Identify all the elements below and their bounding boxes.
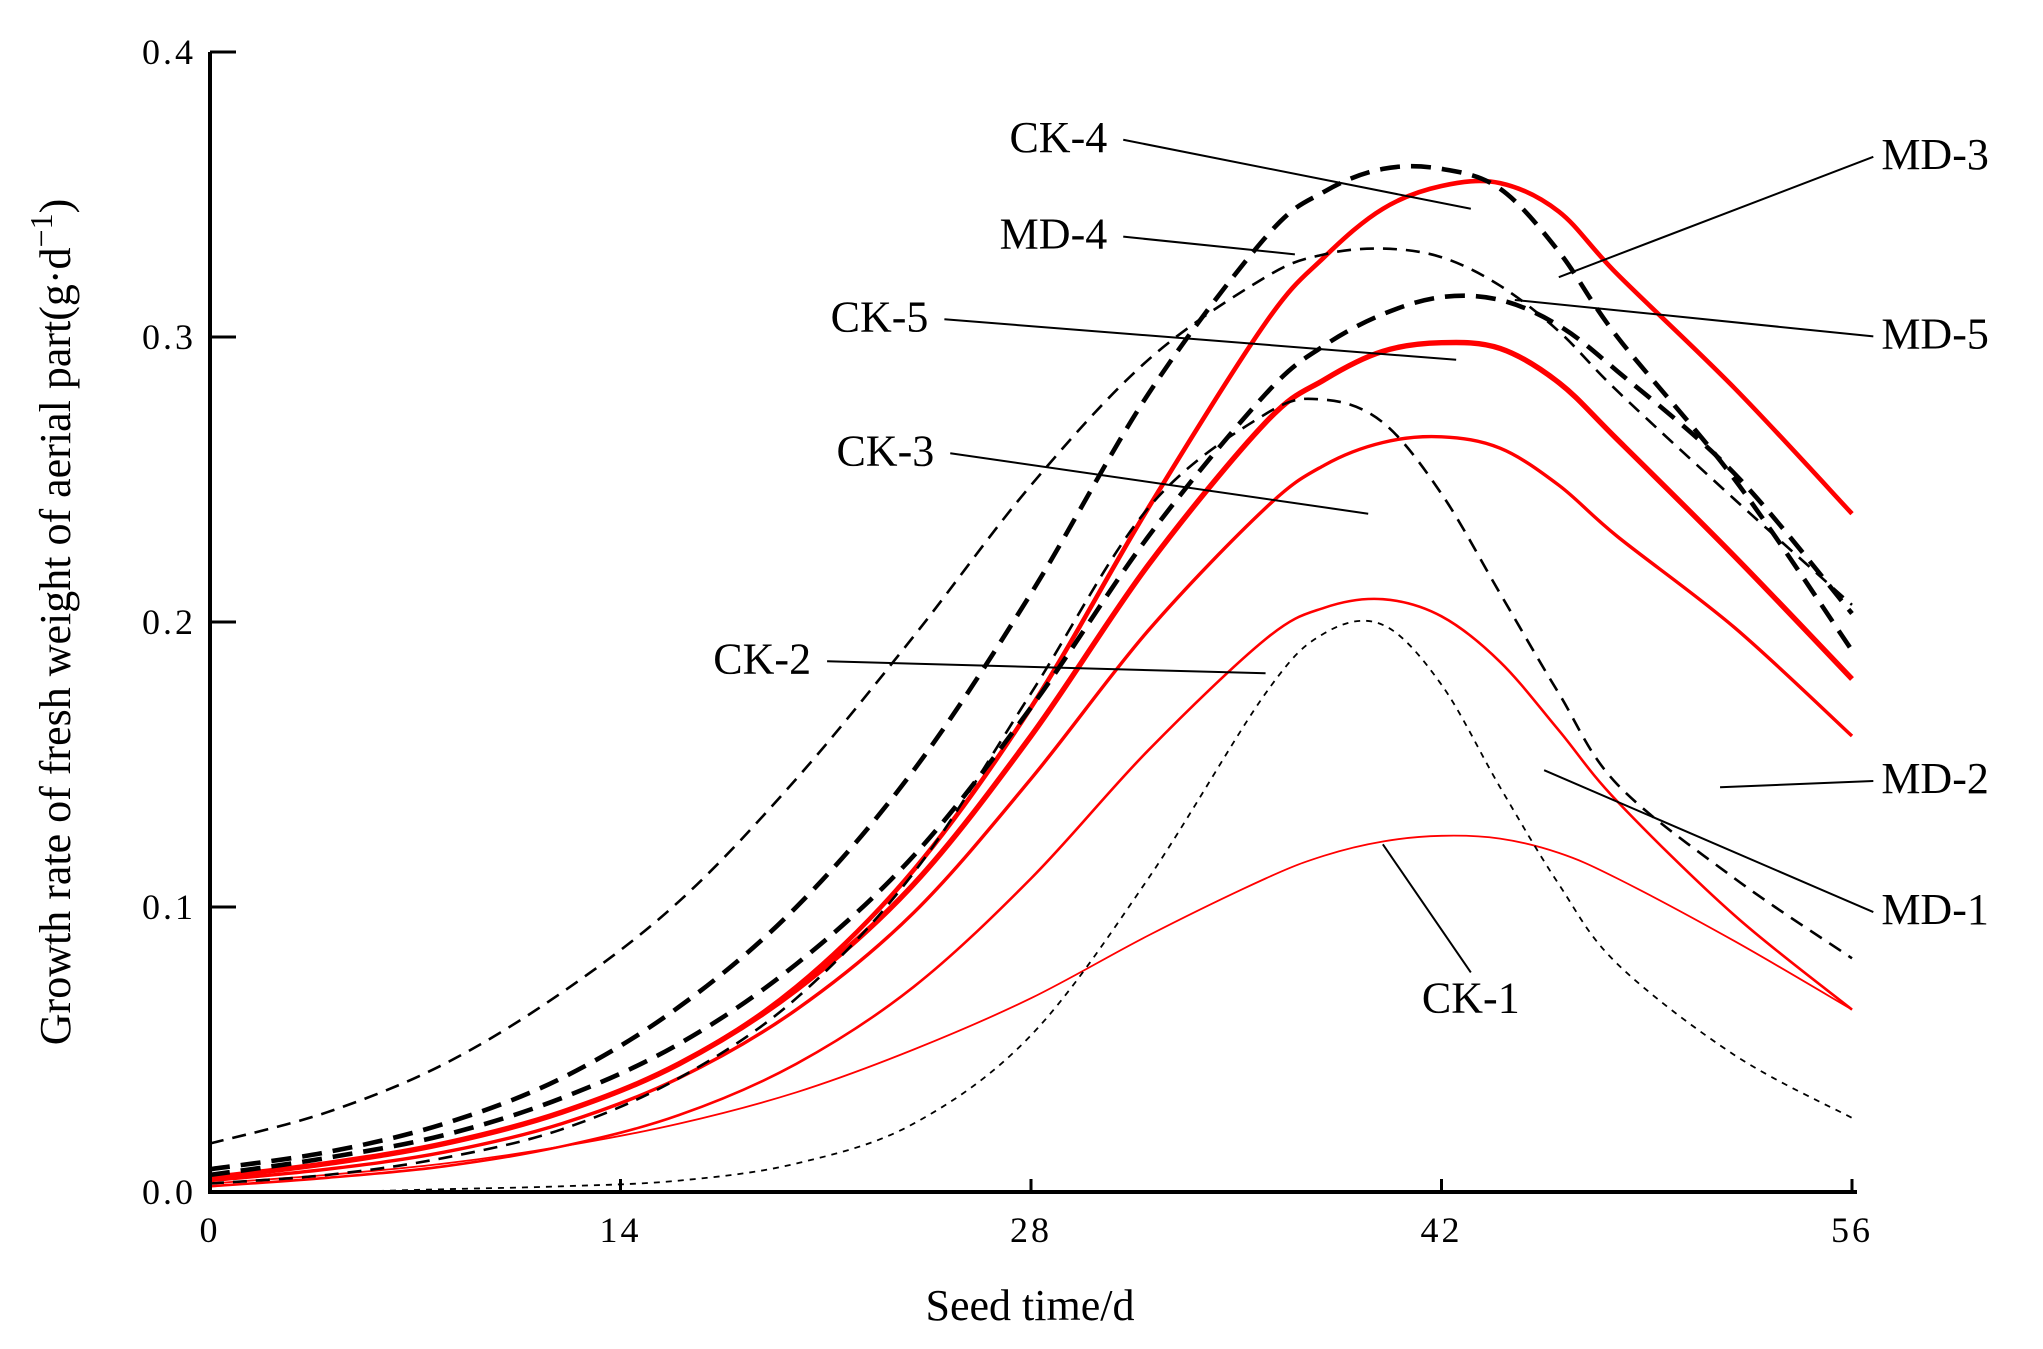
y-tick-label-3: 0.3 — [142, 317, 196, 357]
leader-ck-4 — [1123, 138, 1472, 210]
label-ck-4: CK-4 — [1009, 113, 1107, 162]
y-axis-label-exponent: −1 — [23, 213, 59, 247]
curve-ck-3 — [209, 434, 1854, 1183]
curve-ck-5 — [209, 339, 1854, 1181]
curve-md-5 — [209, 293, 1854, 1178]
label-md-2: MD-2 — [1881, 754, 1989, 803]
leader-ck-2 — [827, 660, 1266, 675]
curve-md-3 — [209, 163, 1854, 1172]
y-tick-label-2: 0.2 — [142, 602, 196, 642]
y-axis-label-close: ) — [31, 199, 80, 214]
curve-md-1 — [209, 619, 1853, 1194]
leader-md-4 — [1123, 235, 1295, 256]
x-axis-label: Seed time/d — [926, 1281, 1135, 1330]
leader-ck-3 — [950, 452, 1369, 515]
leader-ck-1 — [1382, 843, 1472, 974]
label-ck-2: CK-2 — [713, 634, 811, 683]
x-tick-label-2: 28 — [1010, 1210, 1052, 1250]
leader-md-1 — [1543, 769, 1874, 914]
y-axis-label: Growth rate of fresh weight of aerial pa… — [23, 199, 80, 1045]
curve-md-4 — [209, 247, 1853, 1145]
y-tick-label-1: 0.1 — [142, 887, 196, 927]
label-ck-1: CK-1 — [1422, 973, 1520, 1022]
series-curves — [209, 163, 1854, 1194]
leader-md-2 — [1720, 780, 1874, 789]
label-md-1: MD-1 — [1881, 885, 1989, 934]
label-md-4: MD-4 — [1000, 210, 1108, 259]
y-tick-label-0: 0.0 — [142, 1172, 196, 1212]
y-tick-label-4: 0.4 — [142, 32, 196, 72]
x-tick-label-4: 56 — [1831, 1210, 1873, 1250]
label-ck-5: CK-5 — [831, 292, 929, 341]
label-md-5: MD-5 — [1881, 309, 1989, 358]
x-tick-label-3: 42 — [1421, 1210, 1463, 1250]
leader-md-3 — [1558, 155, 1874, 279]
curve-md-2 — [209, 397, 1853, 1185]
curve-ck-2 — [209, 597, 1853, 1188]
leader-md-5 — [1514, 298, 1874, 338]
curve-ck-4 — [209, 178, 1854, 1181]
leader-ck-5 — [944, 318, 1457, 361]
label-ck-3: CK-3 — [836, 426, 934, 475]
axis-ticks: 0 14 28 42 56 0.0 0.1 0.2 0.3 0.4 — [142, 32, 1873, 1250]
label-md-3: MD-3 — [1881, 130, 1989, 179]
y-axis-label-main: Growth rate of fresh weight of aerial pa… — [31, 247, 80, 1045]
x-tick-label-1: 14 — [600, 1210, 642, 1250]
curve-annotations: CK-4 MD-4 CK-5 CK-3 CK-2 CK-1 MD-3 MD-5 MD-2 MD-1 — [713, 113, 1989, 1023]
x-tick-label-0: 0 — [200, 1210, 221, 1250]
